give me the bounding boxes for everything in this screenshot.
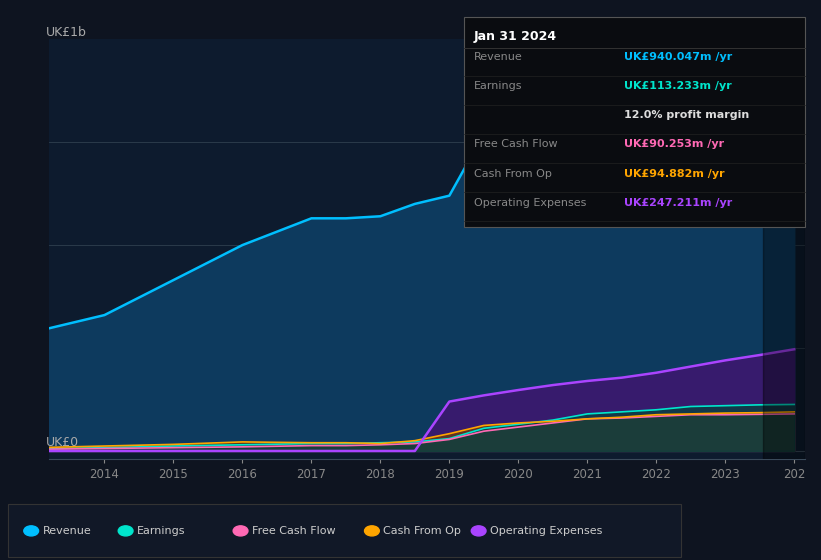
- Text: Free Cash Flow: Free Cash Flow: [474, 139, 557, 150]
- Text: Revenue: Revenue: [474, 52, 522, 62]
- Text: 12.0% profit margin: 12.0% profit margin: [624, 110, 750, 120]
- Text: UK£247.211m /yr: UK£247.211m /yr: [624, 198, 732, 208]
- Text: Free Cash Flow: Free Cash Flow: [252, 526, 336, 536]
- Text: UK£0: UK£0: [45, 436, 79, 449]
- Text: Operating Expenses: Operating Expenses: [474, 198, 586, 208]
- Text: UK£90.253m /yr: UK£90.253m /yr: [624, 139, 724, 150]
- Text: UK£1b: UK£1b: [45, 26, 86, 39]
- Text: Operating Expenses: Operating Expenses: [490, 526, 603, 536]
- Text: Earnings: Earnings: [137, 526, 186, 536]
- Text: UK£113.233m /yr: UK£113.233m /yr: [624, 81, 732, 91]
- Text: UK£940.047m /yr: UK£940.047m /yr: [624, 52, 732, 62]
- Bar: [764, 39, 805, 459]
- Text: Cash From Op: Cash From Op: [383, 526, 461, 536]
- Text: Earnings: Earnings: [474, 81, 522, 91]
- Text: Jan 31 2024: Jan 31 2024: [474, 30, 557, 43]
- Text: Cash From Op: Cash From Op: [474, 169, 552, 179]
- Text: UK£94.882m /yr: UK£94.882m /yr: [624, 169, 725, 179]
- Text: Revenue: Revenue: [43, 526, 91, 536]
